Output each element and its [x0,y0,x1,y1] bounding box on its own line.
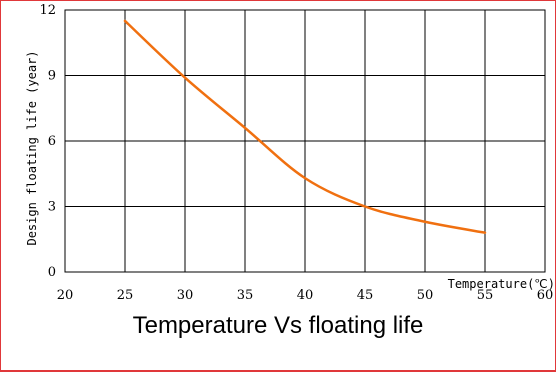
y-tick-label: 3 [48,200,56,215]
grid-lines [64,9,546,273]
y-tick-label: 9 [48,69,56,84]
x-tick-label: 60 [537,288,554,303]
y-tick-label: 12 [39,3,56,18]
y-axis-label: Design floating life (year) [25,50,39,245]
series-line [123,19,487,234]
x-tick-label: 20 [57,288,74,303]
x-tick-label: 30 [177,288,194,303]
y-tick-label: 6 [48,134,56,149]
x-tick-label: 35 [237,288,254,303]
plot-area-border [64,9,546,273]
x-tick-label: 40 [297,288,314,303]
x-tick-label: 25 [117,288,134,303]
y-tick-labels: 0 3 6 9 12 [39,3,56,280]
x-tick-labels: 20 25 30 35 40 45 50 55 60 [57,288,554,303]
axes [64,9,546,273]
series-lines [123,19,487,234]
x-tick-label: 50 [417,288,434,303]
chart-title: Temperature Vs floating life [132,312,424,339]
x-tick-label: 45 [357,288,374,303]
x-tick-label: 55 [477,288,494,303]
y-tick-label: 0 [48,265,56,280]
x-axis-label: Temperature(℃) [448,277,555,291]
